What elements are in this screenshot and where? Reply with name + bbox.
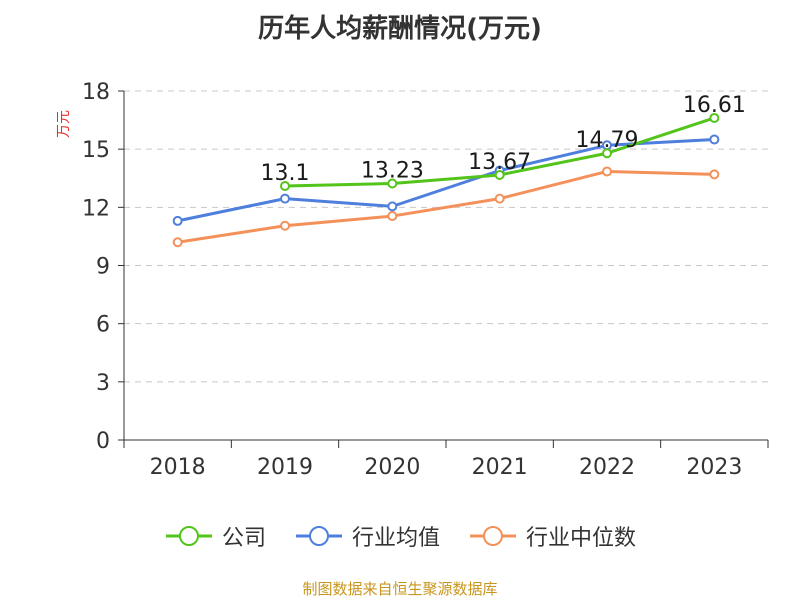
- y-tick-label: 9: [96, 255, 110, 280]
- legend-label: 行业中位数: [526, 526, 637, 551]
- x-tick-label: 2019: [257, 455, 313, 480]
- y-tick-label: 6: [96, 313, 110, 338]
- y-tick-label: 0: [96, 429, 110, 454]
- series-2: [172, 166, 720, 248]
- legend-circle: [178, 526, 199, 546]
- legend-marker: [295, 526, 342, 546]
- data-point: [387, 201, 398, 212]
- y-tick-label: 18: [82, 80, 110, 105]
- data-point: [280, 181, 290, 192]
- data-point: [494, 169, 505, 180]
- data-point: [709, 112, 720, 123]
- x-tick-label: 2022: [579, 455, 635, 480]
- source-note: 制图数据来自恒生聚源数据库: [302, 580, 498, 598]
- data-point: [709, 169, 720, 180]
- data-point: [280, 193, 290, 204]
- legend-item[interactable]: 行业均值: [294, 520, 440, 552]
- data-label: 16.61: [683, 93, 746, 118]
- series-0: [280, 112, 720, 192]
- x-tick-label: 2020: [364, 455, 420, 480]
- data-point: [709, 134, 720, 145]
- legend-circle: [483, 526, 503, 546]
- y-tick-label: 15: [82, 138, 110, 163]
- y-tick-label: 12: [82, 196, 110, 221]
- legend-item[interactable]: 行业中位数: [468, 520, 636, 552]
- data-point: [280, 220, 290, 231]
- data-label: 13.1: [261, 161, 310, 186]
- axes: 0 3 6 9 12 15 18 2018 2019 2020 2021 2022 2023: [82, 80, 769, 480]
- data-point: [387, 178, 398, 189]
- y-tick-label: 3: [96, 371, 110, 396]
- data-point: [172, 237, 183, 248]
- data-point: [494, 193, 505, 204]
- x-tick-label: 2021: [472, 455, 528, 480]
- data-point: [602, 166, 612, 177]
- data-label: 13.67: [468, 150, 531, 175]
- legend-marker: [470, 526, 516, 546]
- legend-item[interactable]: 公司: [164, 520, 266, 552]
- legend-label: 公司: [221, 526, 266, 551]
- series-group: [172, 112, 720, 248]
- legend-label: 行业均值: [351, 526, 440, 551]
- data-point: [387, 211, 398, 222]
- legend-marker: [165, 526, 212, 546]
- data-label: 14.79: [576, 128, 639, 153]
- y-axis-label: 万元: [56, 110, 72, 138]
- legend: 公司 行业均值 行业中位数: [0, 520, 800, 552]
- series-1: [172, 134, 720, 226]
- series-line: [177, 169, 715, 244]
- chart-title: 历年人均薪酬情况(万元): [258, 14, 542, 44]
- x-tick-label: 2018: [150, 455, 206, 480]
- series-line: [177, 137, 715, 223]
- x-tick-label: 2023: [686, 455, 742, 480]
- data-point: [602, 148, 612, 159]
- data-point: [172, 215, 183, 226]
- legend-circle: [308, 526, 329, 546]
- data-label: 13.23: [361, 158, 424, 183]
- data-labels: 13.1 13.23 13.67 14.79 16.61: [261, 93, 746, 186]
